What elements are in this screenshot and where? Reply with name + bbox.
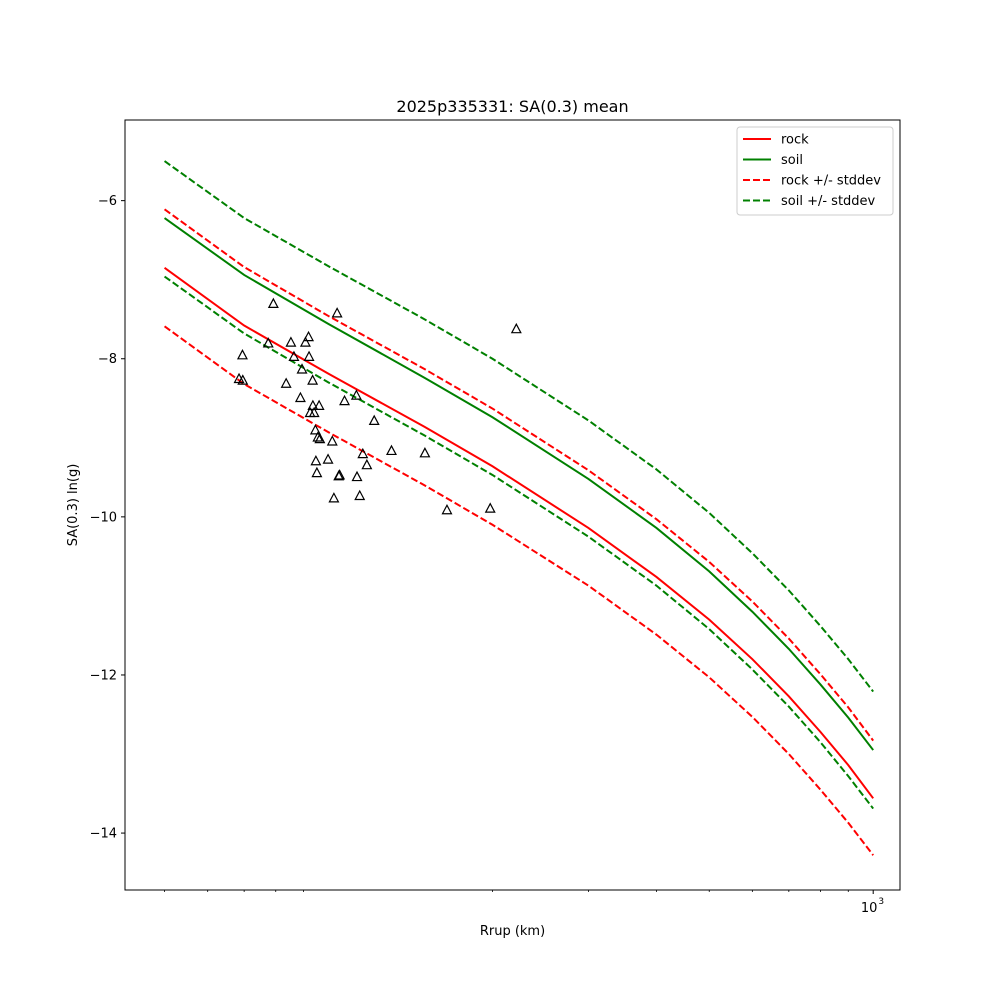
- observation-marker: [351, 470, 363, 482]
- observation-marker: [280, 377, 292, 388]
- series-line-soil-lower: [163, 275, 874, 810]
- series-line-rock-upper: [163, 208, 874, 742]
- x-axis-ticks: 10 3: [164, 890, 884, 916]
- observation-marker: [237, 374, 249, 385]
- observation-marker: [510, 322, 522, 334]
- observation-marker: [307, 399, 319, 410]
- series-line-rock: [163, 267, 874, 799]
- observation-marker: [288, 350, 300, 361]
- x-axis-label: Rrup (km): [480, 924, 545, 939]
- observation-marker: [326, 435, 338, 446]
- observation-marker: [303, 350, 315, 361]
- y-tick-label: −8: [98, 352, 117, 367]
- observation-marker: [307, 374, 319, 385]
- observation-marker: [236, 349, 248, 360]
- legend: rock soil rock +/- stddev soil +/- stddev: [736, 126, 894, 216]
- series-line-soil-upper: [163, 160, 874, 693]
- observation-marker: [267, 297, 279, 309]
- legend-box: [736, 126, 894, 216]
- observation-marker: [322, 453, 334, 464]
- observation-marker: [339, 394, 351, 406]
- observation-marker: [361, 458, 373, 470]
- y-tick-label: −6: [98, 194, 117, 209]
- observation-marker: [419, 447, 431, 458]
- legend-label: rock +/- stddev: [781, 174, 881, 189]
- series-line-rock-lower: [163, 325, 874, 856]
- observation-marker: [285, 336, 297, 347]
- y-tick-label: −12: [90, 668, 117, 683]
- legend-label: rock: [781, 133, 809, 148]
- legend-label: soil: [781, 153, 803, 168]
- observation-marker: [309, 424, 321, 435]
- series-line-soil: [163, 217, 874, 751]
- observation-marker: [331, 307, 343, 318]
- y-axis-label: SA(0.3) ln(g): [66, 464, 81, 547]
- y-axis-ticks: −14 −12 −10 −8 −6: [90, 194, 125, 842]
- observation-marker: [313, 399, 325, 410]
- observation-marker: [350, 389, 362, 400]
- observation-marker: [385, 444, 397, 456]
- observation-marker: [354, 489, 366, 501]
- series-layer: [163, 160, 874, 856]
- observation-marker: [357, 447, 369, 459]
- observation-marker: [303, 330, 315, 342]
- observation-marker: [441, 503, 453, 515]
- observation-marker: [262, 337, 274, 348]
- observation-marker: [308, 406, 320, 418]
- observation-marker: [484, 502, 496, 513]
- legend-label: soil +/- stddev: [781, 194, 876, 209]
- x-tick-label: 10: [861, 901, 878, 916]
- observation-marker: [311, 466, 323, 478]
- y-tick-label: −10: [90, 510, 117, 525]
- observation-marker: [314, 432, 326, 444]
- chart-title: 2025p335331: SA(0.3) mean: [396, 97, 628, 116]
- plot-frame: [124, 119, 901, 891]
- observation-marker: [312, 431, 324, 442]
- observation-points: [233, 297, 522, 515]
- observation-marker: [299, 336, 311, 347]
- observation-marker: [368, 414, 380, 426]
- observation-marker: [296, 363, 308, 374]
- observation-marker: [328, 492, 340, 503]
- x-tick-label-exponent: 3: [878, 897, 884, 907]
- y-tick-label: −14: [90, 827, 117, 842]
- observation-marker: [334, 469, 346, 480]
- observation-marker: [294, 391, 306, 403]
- observation-marker: [310, 454, 322, 466]
